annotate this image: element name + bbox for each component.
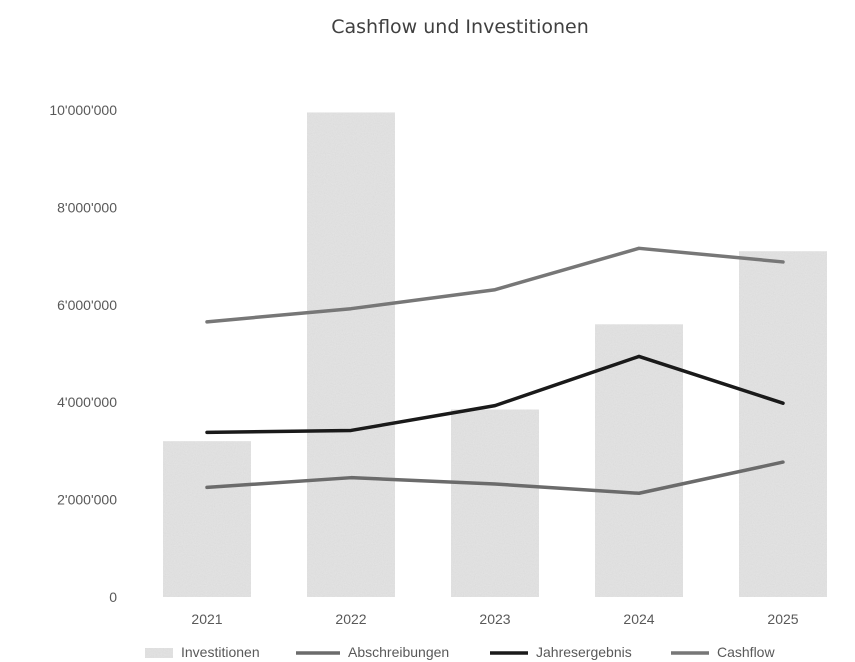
x-tick-label: 2024 xyxy=(623,611,654,627)
bar-series xyxy=(163,112,827,598)
bar-investitionen xyxy=(451,409,539,597)
x-tick-label: 2023 xyxy=(479,611,510,627)
chart-title: Cashflow und Investitionen xyxy=(331,16,589,38)
line-series xyxy=(205,246,785,496)
bar-investitionen xyxy=(307,112,395,597)
line-jahresergebnis xyxy=(205,354,785,435)
x-tick-label: 2025 xyxy=(767,611,798,627)
legend-label: Jahresergebnis xyxy=(536,644,632,660)
bar-investitionen xyxy=(163,441,251,597)
x-tick-label: 2021 xyxy=(191,611,222,627)
legend-swatch-investitionen xyxy=(145,648,173,658)
x-tick-label: 2022 xyxy=(335,611,366,627)
line-cashflow xyxy=(205,246,785,324)
y-tick-label: 0 xyxy=(109,589,117,605)
line-abschreibungen xyxy=(205,460,785,496)
bar-investitionen xyxy=(739,251,827,598)
y-tick-label: 10'000'000 xyxy=(49,102,117,118)
y-tick-label: 8'000'000 xyxy=(57,199,117,215)
x-axis: 2021 2022 2023 2024 2025 xyxy=(191,611,798,627)
y-tick-label: 6'000'000 xyxy=(57,297,117,313)
legend-label: Investitionen xyxy=(181,644,260,660)
legend-label: Abschreibungen xyxy=(348,644,449,660)
legend-label: Cashflow xyxy=(717,644,775,660)
legend: Investitionen Abschreibungen Jahresergebni… xyxy=(145,644,775,660)
y-tick-label: 2'000'000 xyxy=(57,492,117,508)
bar-investitionen xyxy=(595,324,683,597)
y-tick-label: 4'000'000 xyxy=(57,394,117,410)
y-axis: 0 2'000'000 4'000'000 6'000'000 8'000'000 10'… xyxy=(49,102,117,605)
